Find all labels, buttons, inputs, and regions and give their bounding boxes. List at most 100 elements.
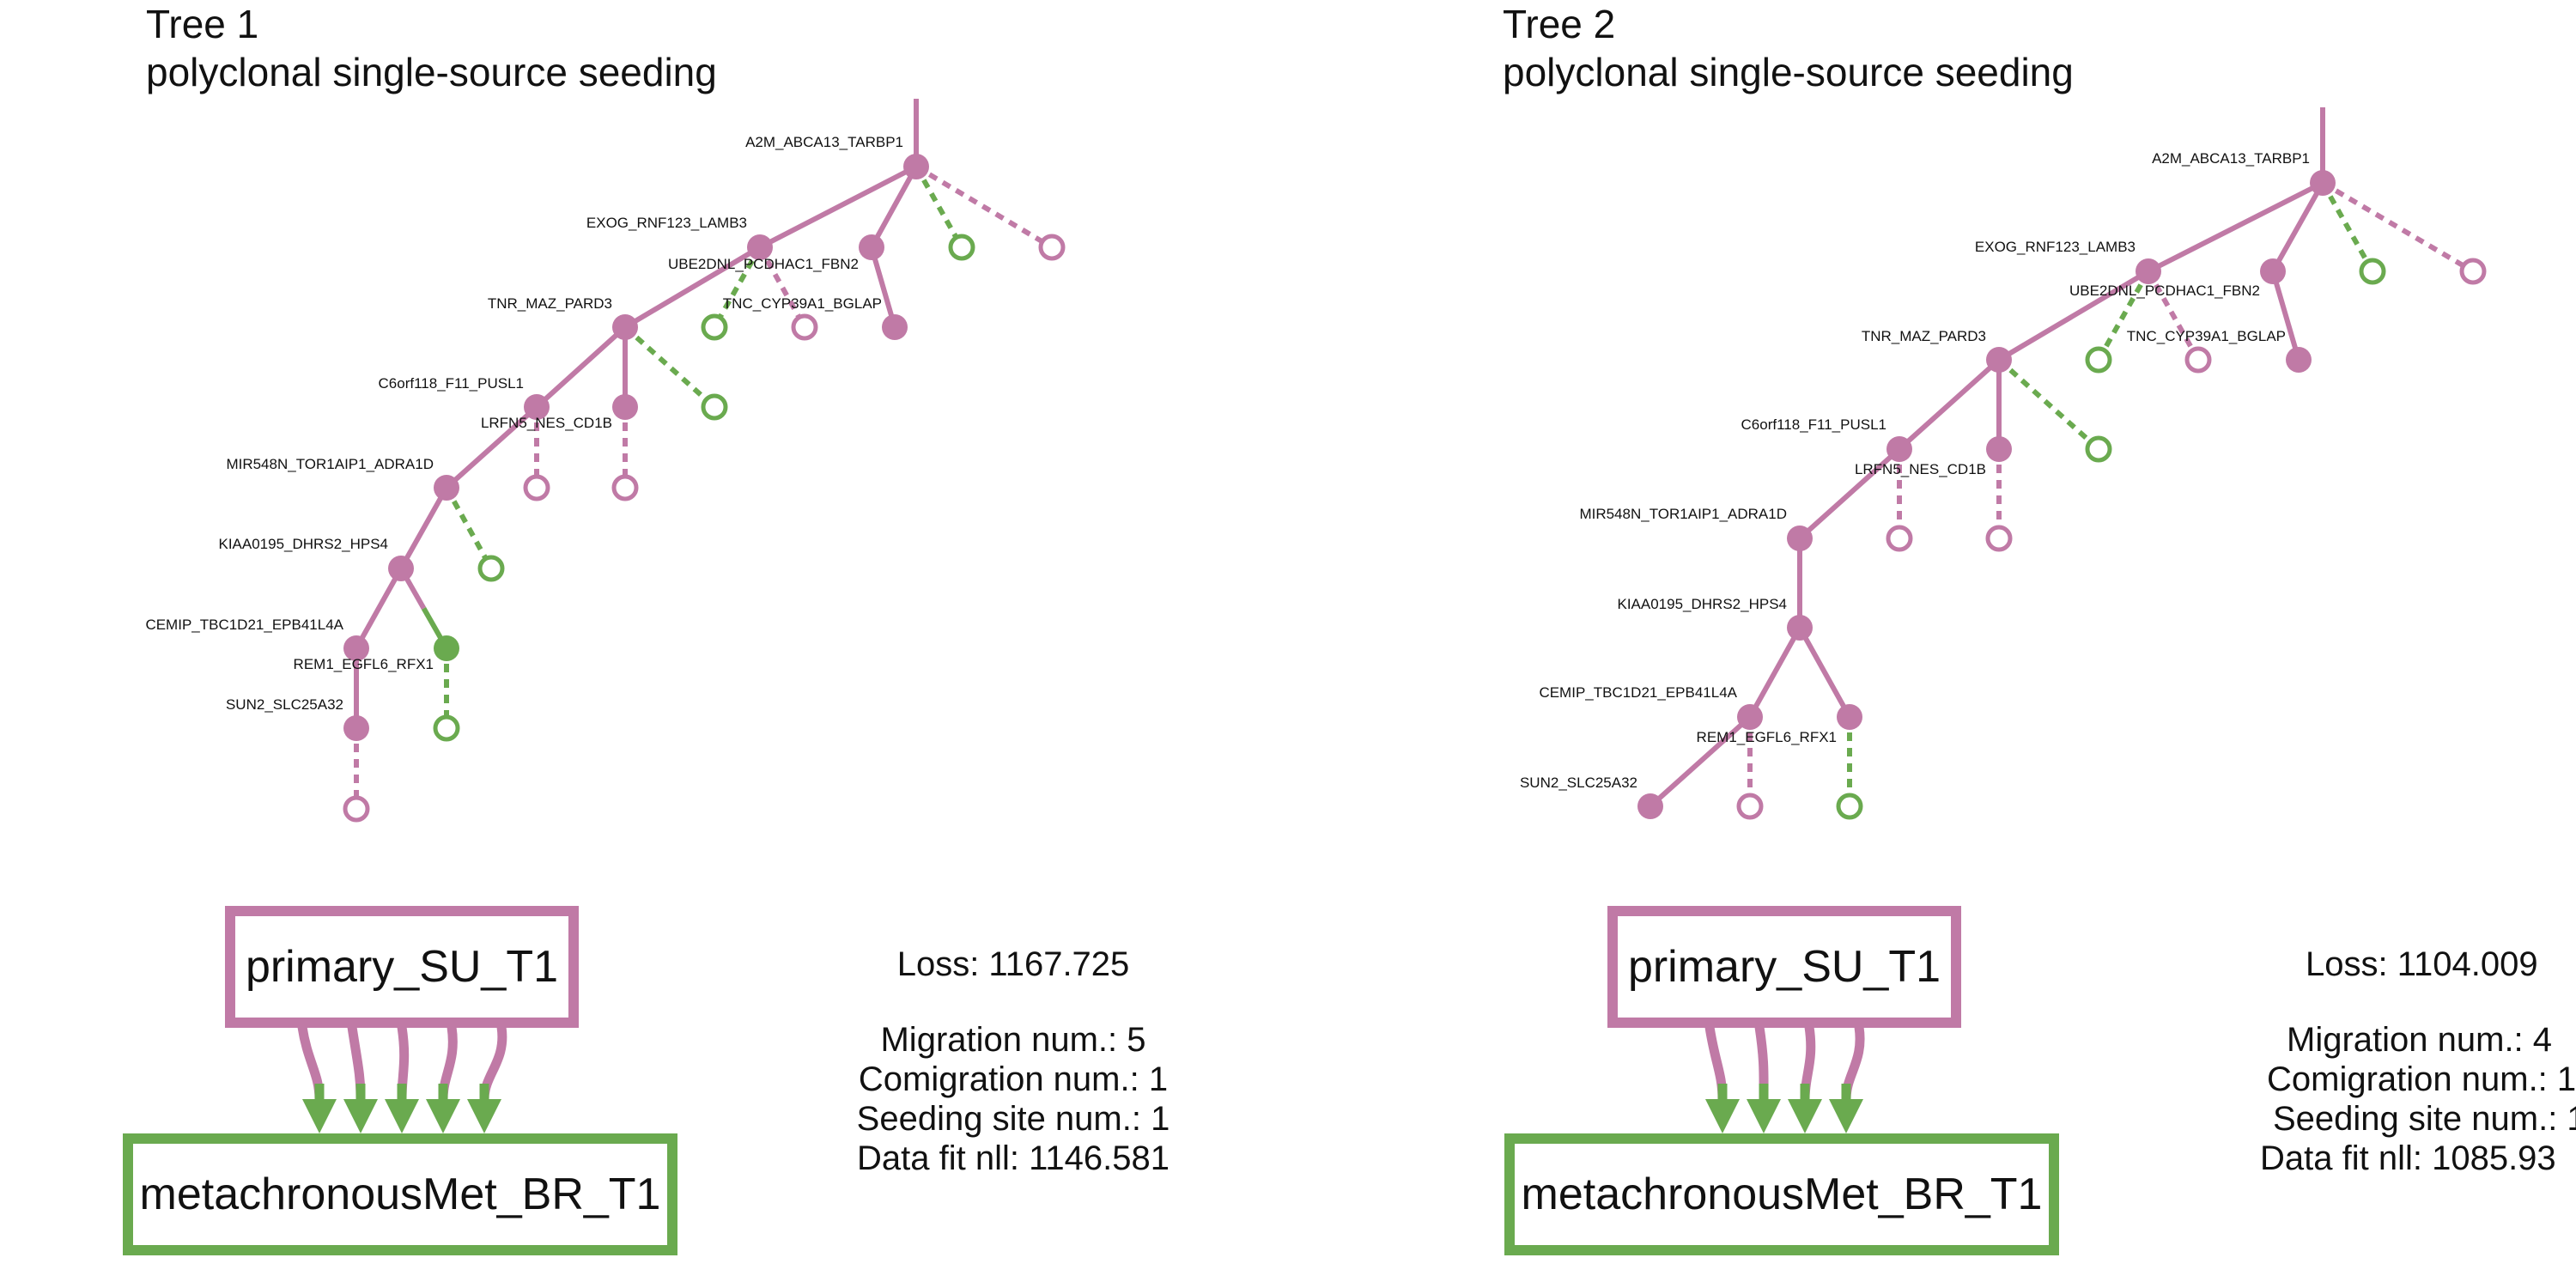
migration-number: Migration num.: 4 xyxy=(2287,1021,2553,1059)
met-site-box: metachronousMet_BR_T1 xyxy=(123,1133,677,1255)
clone-node xyxy=(2260,258,2286,284)
tree-subtitle: polyclonal single-source seeding xyxy=(1503,50,2074,94)
leaf-node xyxy=(1038,234,1066,261)
clone-node xyxy=(882,314,908,340)
tree-edge xyxy=(1797,626,1852,719)
clone-node xyxy=(612,394,638,420)
tree-subtitle: polyclonal single-source seeding xyxy=(146,50,717,94)
migration-arrows-1 xyxy=(297,1026,507,1133)
seeding-site-number: Seeding site num.: 1 xyxy=(2273,1100,2576,1138)
tree-edge xyxy=(869,246,897,328)
migration-arrow xyxy=(343,1026,378,1133)
clone-node xyxy=(434,635,459,661)
tree-edge-dashed xyxy=(2146,270,2201,361)
node-label: SUN2_SLC25A32 xyxy=(1520,775,1637,791)
leaf-node xyxy=(2359,258,2386,285)
node-label: KIAA0195_DHRS2_HPS4 xyxy=(1617,596,1787,612)
leaf-node xyxy=(2085,435,2112,463)
clone-node xyxy=(903,154,929,179)
clone-node xyxy=(2286,347,2312,373)
loss-value: Loss: 1104.009 xyxy=(2306,945,2538,983)
tree-edge xyxy=(1897,357,2002,452)
tree-edge xyxy=(758,164,918,250)
stats-block-1: Loss: 1167.725 Migration num.: 5 Comigra… xyxy=(841,945,1185,1178)
panel-title-2: Tree 2 polyclonal single-source seeding xyxy=(1503,0,2074,96)
clone-node xyxy=(1737,704,1763,730)
leaf-node xyxy=(1736,793,1764,820)
node-label: LRFN5_NES_CD1B xyxy=(1855,461,1986,477)
tree-edge xyxy=(2270,181,2325,273)
tree-edge xyxy=(2147,180,2324,274)
data-fit-nll: Data fit nll: 1146.581 xyxy=(857,1139,1170,1177)
leaf-node xyxy=(2085,346,2112,374)
clone-node xyxy=(1837,704,1862,730)
migration-arrow xyxy=(1788,1026,1822,1133)
comigration-number: Comigration num.: 1 xyxy=(858,1060,1169,1098)
leaf-node xyxy=(523,474,550,501)
seeding-site-number: Seeding site num.: 1 xyxy=(856,1100,1170,1138)
panel-title-1: Tree 1 polyclonal single-source seeding xyxy=(146,0,717,96)
clone-node xyxy=(388,556,414,581)
clone-node xyxy=(1886,436,1912,462)
node-label: CEMIP_TBC1D21_EPB41L4A xyxy=(1539,684,1737,701)
primary-site-label: primary_SU_T1 xyxy=(245,942,559,992)
node-label: TNR_MAZ_PARD3 xyxy=(1862,328,1986,344)
loss-value: Loss: 1167.725 xyxy=(896,945,1130,983)
node-label: EXOG_RNF123_LAMB3 xyxy=(1975,239,2136,255)
migration-arrow xyxy=(1747,1026,1781,1133)
clone-node xyxy=(1986,436,2012,462)
node-label: REM1_EGFL6_RFX1 xyxy=(294,656,434,672)
tree-edge xyxy=(354,567,404,650)
node-label: A2M_ABCA13_TARBP1 xyxy=(2152,150,2310,167)
node-label: UBE2DNL_PCDHAC1_FBN2 xyxy=(2069,283,2260,299)
stats-block-2: Loss: 1104.009 Migration num.: 4 Comigra… xyxy=(2228,945,2576,1178)
tree-edge-dashed xyxy=(2096,270,2151,361)
clone-node xyxy=(2136,258,2161,284)
comigration-number: Comigration num.: 1 xyxy=(2267,1060,2576,1098)
leaf-node xyxy=(2184,346,2212,374)
clone-node xyxy=(434,475,459,501)
leaf-node xyxy=(791,313,818,341)
migration-arrow xyxy=(385,1026,419,1133)
primary-site-label: primary_SU_T1 xyxy=(1627,942,1941,992)
node-label: LRFN5_NES_CD1B xyxy=(481,415,612,431)
leaf-node xyxy=(477,555,505,582)
met-site-box: metachronousMet_BR_T1 xyxy=(1504,1133,2059,1255)
node-label: SUN2_SLC25A32 xyxy=(226,696,343,713)
tree-edge-dashed xyxy=(1996,357,2101,452)
clone-node xyxy=(1787,526,1813,551)
node-label: KIAA0195_DHRS2_HPS4 xyxy=(218,536,388,552)
migration-arrow xyxy=(1704,1026,1740,1133)
node-label: TNR_MAZ_PARD3 xyxy=(488,295,612,312)
migration-arrow xyxy=(426,1026,460,1133)
tree-edge xyxy=(1797,447,1902,541)
tree-edge xyxy=(1747,626,1802,719)
tree-edge xyxy=(1997,269,2150,362)
tree-edge xyxy=(623,245,762,330)
node-label: REM1_EGFL6_RFX1 xyxy=(1697,729,1837,745)
migration-arrow xyxy=(1829,1026,1865,1133)
clone-node xyxy=(1986,347,2012,373)
tree-edge-dashed xyxy=(2321,180,2475,274)
tree-edge xyxy=(1648,714,1753,809)
node-label: CEMIP_TBC1D21_EPB41L4A xyxy=(145,617,343,633)
primary-site-box: primary_SU_T1 xyxy=(1607,906,1961,1028)
migration-number: Migration num.: 5 xyxy=(880,1021,1146,1059)
node-label: C6orf118_F11_PUSL1 xyxy=(1741,416,1886,433)
migration-arrow xyxy=(297,1026,337,1133)
tree-edge xyxy=(869,165,919,249)
tree-edge xyxy=(2270,270,2301,361)
leaf-node xyxy=(1985,525,2013,552)
tree-title: Tree 1 xyxy=(146,2,259,46)
clone-node xyxy=(524,394,550,420)
tree-edge-dashed xyxy=(2320,181,2375,273)
leaf-node xyxy=(433,714,460,742)
met-site-label: metachronousMet_BR_T1 xyxy=(139,1170,661,1219)
tree-edge-dashed xyxy=(914,164,1054,250)
leaf-node xyxy=(343,795,370,823)
node-label: UBE2DNL_PCDHAC1_FBN2 xyxy=(668,256,859,272)
clone-node xyxy=(2310,170,2336,196)
clone-node xyxy=(1637,793,1663,819)
node-label: A2M_ABCA13_TARBP1 xyxy=(745,134,903,150)
